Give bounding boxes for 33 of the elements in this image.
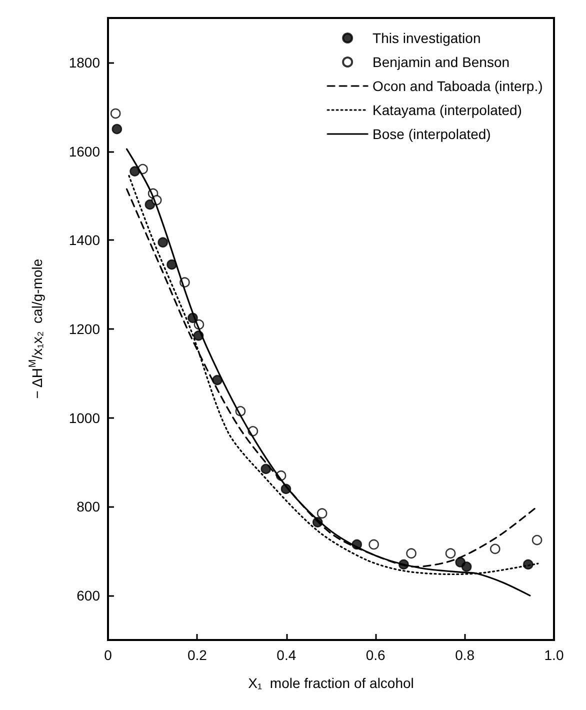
x-tick-label: 0.6	[366, 647, 386, 663]
point	[158, 237, 168, 248]
x-tick-label: 1.0	[544, 647, 564, 663]
x-tick-label: 0.2	[187, 647, 208, 663]
point	[110, 108, 121, 119]
y-tick-label: 600	[76, 588, 100, 604]
legend-label: Ocon and Taboada (interp.)	[372, 78, 543, 94]
point	[445, 548, 456, 559]
y-tick-label: 1600	[68, 143, 100, 160]
y-tick-label: 1200	[68, 321, 100, 337]
legend-label: Katayama (interpolated)	[372, 102, 522, 118]
point	[532, 534, 542, 546]
y-tick-label: 1400	[68, 232, 100, 248]
x-tick-label: 0	[104, 647, 112, 663]
point	[130, 166, 140, 176]
y-tick-label: 800	[76, 498, 100, 515]
y-axis-title: − ΔHM/x₁x₂ cal/g-mole	[28, 258, 45, 399]
legend-label: This investigation	[372, 30, 481, 46]
point	[490, 544, 500, 554]
y-tick-label: 1800	[68, 54, 100, 70]
point	[112, 124, 122, 134]
legend-label: Bose (interpolated)	[372, 126, 491, 142]
x-tick-label: 0.4	[276, 647, 296, 663]
point	[406, 548, 416, 559]
legend-label: Benjamin and Benson	[372, 54, 510, 70]
point	[316, 508, 328, 519]
point	[461, 562, 472, 572]
y-tick-label: 1000	[68, 410, 100, 426]
x-axis-title: X₁ mole fraction of alcohol	[248, 675, 414, 691]
point	[166, 259, 177, 270]
point	[368, 539, 379, 550]
x-tick-label: 0.8	[455, 647, 475, 663]
point	[260, 464, 272, 474]
